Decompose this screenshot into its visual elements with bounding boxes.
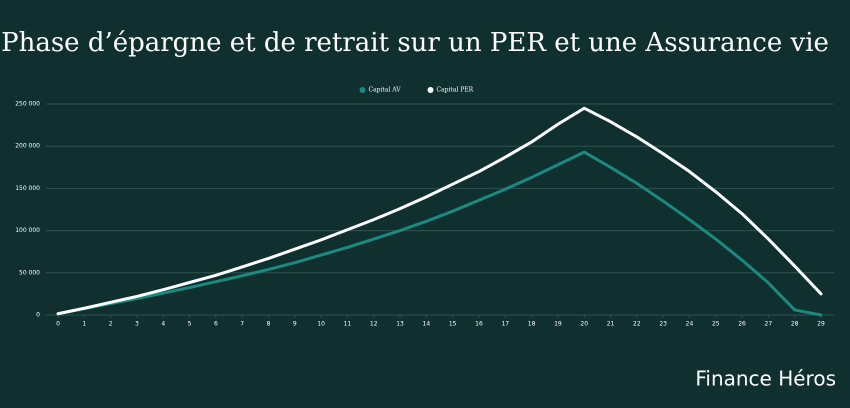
x-tick-label: 8 bbox=[267, 321, 271, 328]
x-tick-label: 18 bbox=[528, 321, 536, 328]
x-tick-label: 16 bbox=[475, 321, 483, 328]
x-tick-label: 24 bbox=[686, 321, 694, 328]
y-tick-label: 50 000 bbox=[19, 269, 40, 276]
x-tick-label: 15 bbox=[449, 321, 457, 328]
x-tick-label: 22 bbox=[633, 321, 641, 328]
x-tick-label: 0 bbox=[56, 321, 60, 328]
x-tick-label: 7 bbox=[240, 321, 244, 328]
legend-label: Capital PER bbox=[437, 87, 474, 94]
line bbox=[56, 106, 823, 316]
x-tick-label: 4 bbox=[161, 321, 165, 328]
x-tick-label: 9 bbox=[293, 321, 297, 328]
x-tick-label: 20 bbox=[580, 321, 588, 328]
chart-title: Phase d’épargne et de retrait sur un PER… bbox=[1, 28, 829, 58]
x-tick-label: 3 bbox=[135, 321, 139, 328]
x-tick-label: 27 bbox=[765, 321, 773, 328]
x-tick-label: 2 bbox=[109, 321, 113, 328]
y-tick-label: 100 000 bbox=[15, 227, 40, 234]
x-tick-label: 11 bbox=[344, 321, 352, 328]
line bbox=[56, 150, 823, 317]
x-tick-label: 1 bbox=[82, 321, 86, 328]
y-tick-label: 0 bbox=[36, 312, 40, 319]
legend-marker bbox=[427, 87, 434, 93]
legend-label: Capital AV bbox=[369, 87, 402, 94]
y-tick-label: 200 000 bbox=[15, 143, 40, 150]
x-tick-label: 19 bbox=[554, 321, 562, 328]
legend-marker bbox=[359, 87, 366, 93]
x-tick-label: 29 bbox=[817, 321, 825, 328]
x-tick-label: 25 bbox=[712, 321, 720, 328]
x-tick-label: 14 bbox=[423, 321, 431, 328]
x-tick-label: 17 bbox=[501, 321, 509, 328]
x-tick-label: 12 bbox=[370, 321, 378, 328]
x-tick-label: 21 bbox=[607, 321, 615, 328]
y-tick-label: 250 000 bbox=[15, 101, 40, 108]
x-tick-label: 5 bbox=[188, 321, 192, 328]
x-tick-label: 10 bbox=[317, 321, 325, 328]
brand: Finance Héros bbox=[695, 367, 836, 391]
x-tick-label: 6 bbox=[214, 321, 218, 328]
y-tick-label: 150 000 bbox=[15, 185, 40, 192]
x-tick-label: 23 bbox=[659, 321, 667, 328]
x-tick-label: 26 bbox=[738, 321, 746, 328]
x-tick-label: 28 bbox=[791, 321, 799, 328]
x-tick-label: 13 bbox=[396, 321, 404, 328]
